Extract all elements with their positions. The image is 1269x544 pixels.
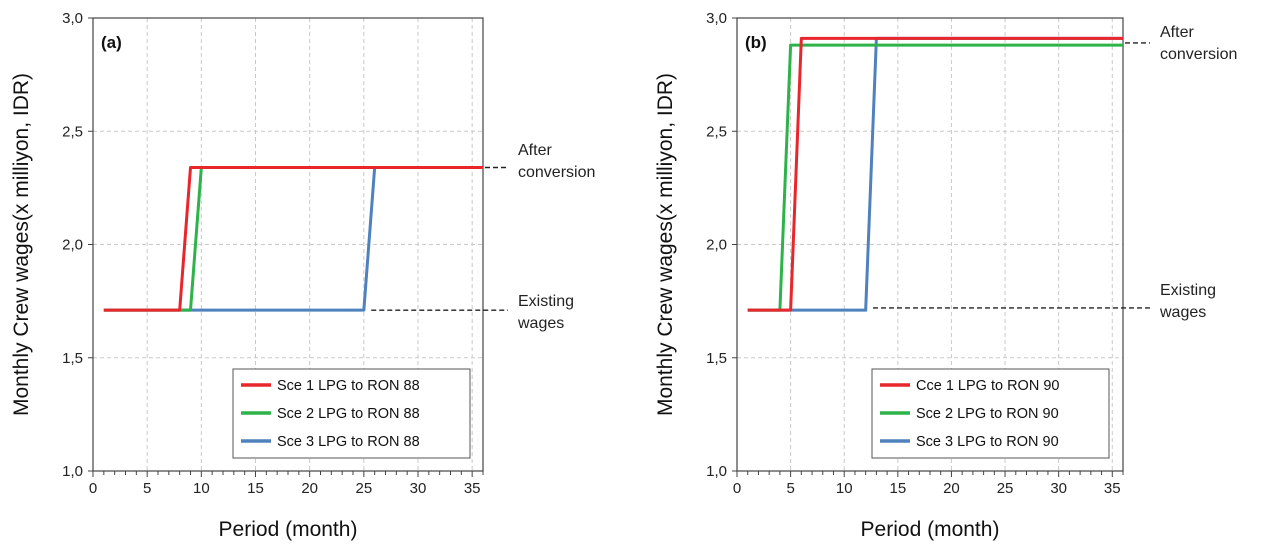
x-tick-label: 15 bbox=[889, 480, 906, 497]
y-tick-label: 3,0 bbox=[62, 10, 83, 27]
annotation-text-1: After bbox=[1160, 24, 1194, 41]
x-tick-label: 25 bbox=[997, 480, 1014, 497]
x-tick-label: 30 bbox=[1050, 480, 1067, 497]
x-tick-label: 0 bbox=[733, 480, 741, 497]
series-line-2 bbox=[747, 43, 1123, 312]
x-tick-label: 5 bbox=[786, 480, 794, 497]
panel-label: (a) bbox=[101, 33, 122, 52]
y-tick-label: 1,5 bbox=[62, 350, 83, 367]
x-tick-label: 10 bbox=[836, 480, 853, 497]
y-tick-label: 2,5 bbox=[706, 123, 727, 140]
y-tick-label: 2,0 bbox=[706, 237, 727, 254]
x-tick-label: 15 bbox=[247, 480, 264, 497]
legend-entry-1: Sce 1 LPG to RON 88 bbox=[277, 378, 420, 394]
legend-entry-2: Sce 2 LPG to RON 90 bbox=[916, 406, 1059, 422]
legend-box bbox=[232, 368, 471, 459]
y-tick-label: 1,0 bbox=[706, 463, 727, 480]
chart-panel-b: 0 5 10 15 20 25 30 35 1,0 1,5 2,0 2,5 3,0 Period (mon… bbox=[654, 10, 1237, 541]
annotation-text-1: conversion bbox=[1160, 46, 1237, 63]
x-tick-label: 30 bbox=[410, 480, 427, 497]
x-tick-label: 25 bbox=[355, 480, 372, 497]
x-tick-label: 35 bbox=[464, 480, 481, 497]
chart-panel-a: 0 5 10 15 20 25 30 35 1,0 1,5 2,0 2,5 3,0 Period (mon… bbox=[10, 10, 595, 541]
series-line-3 bbox=[747, 36, 1123, 312]
y-tick-label: 1,0 bbox=[62, 463, 83, 480]
annotation-text-2: wages bbox=[517, 315, 564, 332]
legend: Cce 1 LPG to RON 90 Sce 2 LPG to RON 90 Sc… bbox=[871, 368, 1110, 459]
legend-entry-3: Sce 3 LPG to RON 88 bbox=[277, 434, 420, 450]
x-tick-label: 10 bbox=[193, 480, 210, 497]
x-axis-title: Period (month) bbox=[219, 518, 358, 541]
legend-entry-1: Cce 1 LPG to RON 90 bbox=[916, 378, 1059, 394]
x-tick-label: 20 bbox=[301, 480, 318, 497]
x-tick-label: 35 bbox=[1104, 480, 1121, 497]
legend-entry-3: Sce 3 LPG to RON 90 bbox=[916, 434, 1059, 450]
annotation-text-1: conversion bbox=[518, 164, 595, 181]
series-line-1 bbox=[103, 165, 483, 312]
y-axis-title: Monthly Crew wages(x milliyon, IDR) bbox=[654, 73, 677, 416]
series-line-1 bbox=[747, 36, 1123, 312]
panel-label: (b) bbox=[745, 33, 767, 52]
legend: Sce 1 LPG to RON 88 Sce 2 LPG to RON 88 Sc… bbox=[232, 368, 471, 459]
annotation-text-2: Existing bbox=[518, 293, 574, 310]
y-tick-label: 3,0 bbox=[706, 10, 727, 27]
x-tick-label: 0 bbox=[89, 480, 97, 497]
x-tick-label: 5 bbox=[143, 480, 151, 497]
y-axis-title: Monthly Crew wages(x milliyon, IDR) bbox=[10, 73, 33, 416]
y-tick-label: 1,5 bbox=[706, 350, 727, 367]
annotation-text-1: After bbox=[518, 142, 552, 159]
series-line-2 bbox=[103, 165, 483, 312]
y-tick-label: 2,5 bbox=[62, 123, 83, 140]
series-line-3 bbox=[103, 165, 483, 312]
legend-box bbox=[871, 368, 1110, 459]
legend-entry-2: Sce 2 LPG to RON 88 bbox=[277, 406, 420, 422]
x-axis-title: Period (month) bbox=[861, 518, 1000, 541]
annotation-text-2: Existing bbox=[1160, 282, 1216, 299]
y-tick-label: 2,0 bbox=[62, 237, 83, 254]
annotation-text-2: wages bbox=[1159, 304, 1206, 321]
x-tick-label: 20 bbox=[943, 480, 960, 497]
